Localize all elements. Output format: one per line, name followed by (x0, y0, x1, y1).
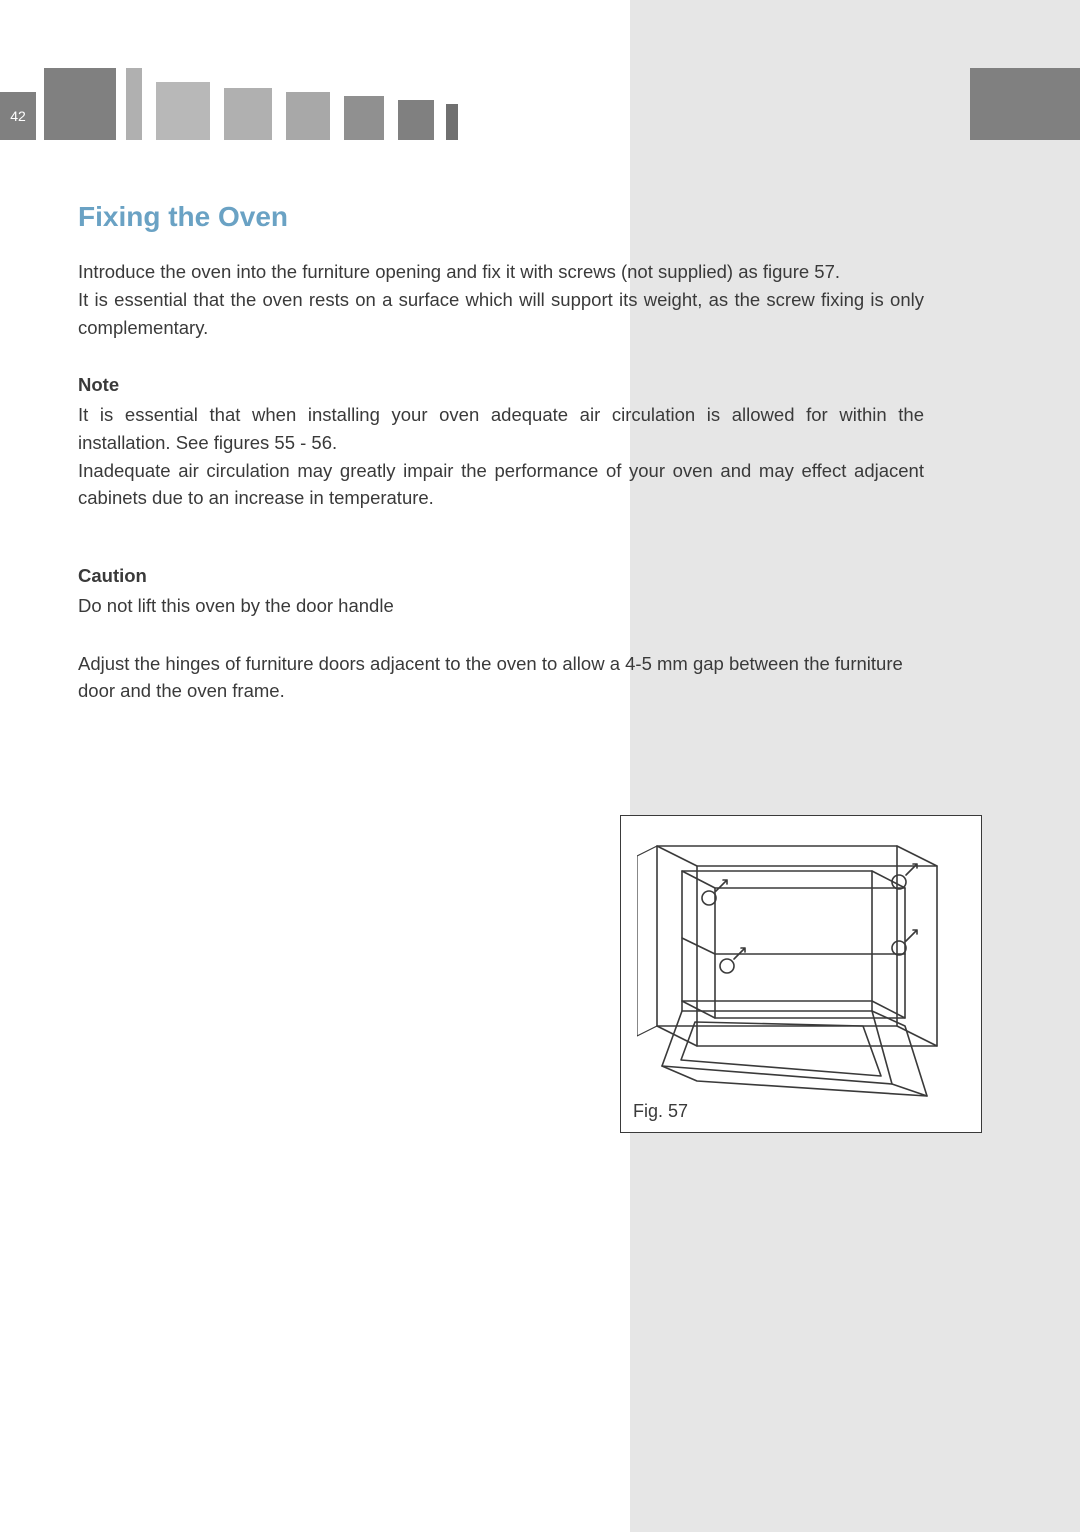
p1-line1: Introduce the oven into the furniture op… (78, 261, 840, 282)
right-sidebar-dark-block (970, 68, 1080, 140)
header-bar (344, 96, 384, 140)
header-bar (224, 88, 272, 140)
note-block: Note It is essential that when installin… (78, 371, 924, 512)
note-body-1: It is essential that when installing you… (78, 404, 924, 453)
p1-line2: It is essential that the oven rests on a… (78, 289, 924, 338)
header-bar (398, 100, 434, 140)
page-content: Fixing the Oven Introduce the oven into … (78, 196, 924, 731)
header-bar (446, 104, 458, 140)
header-bar (286, 92, 330, 140)
note-body-2: Inadequate air circulation may greatly i… (78, 460, 924, 509)
note-body: It is essential that when installing you… (78, 401, 924, 512)
header-bar (126, 68, 142, 140)
caution-block: Caution Do not lift this oven by the doo… (78, 562, 924, 620)
figure-57-box: Fig. 57 (620, 815, 982, 1133)
intro-paragraph: Introduce the oven into the furniture op… (78, 258, 924, 341)
header-bar (156, 82, 210, 140)
oven-illustration (637, 826, 971, 1108)
note-heading: Note (78, 371, 924, 399)
hinge-paragraph: Adjust the hinges of furniture doors adj… (78, 650, 924, 706)
figure-label: Fig. 57 (633, 1101, 688, 1122)
caution-body: Do not lift this oven by the door handle (78, 592, 924, 620)
header-bar (44, 68, 116, 140)
page-number: 42 (0, 92, 36, 140)
page-number-text: 42 (10, 108, 26, 124)
header-decorative-bars (44, 68, 458, 140)
caution-heading: Caution (78, 562, 924, 590)
section-title: Fixing the Oven (78, 196, 924, 238)
